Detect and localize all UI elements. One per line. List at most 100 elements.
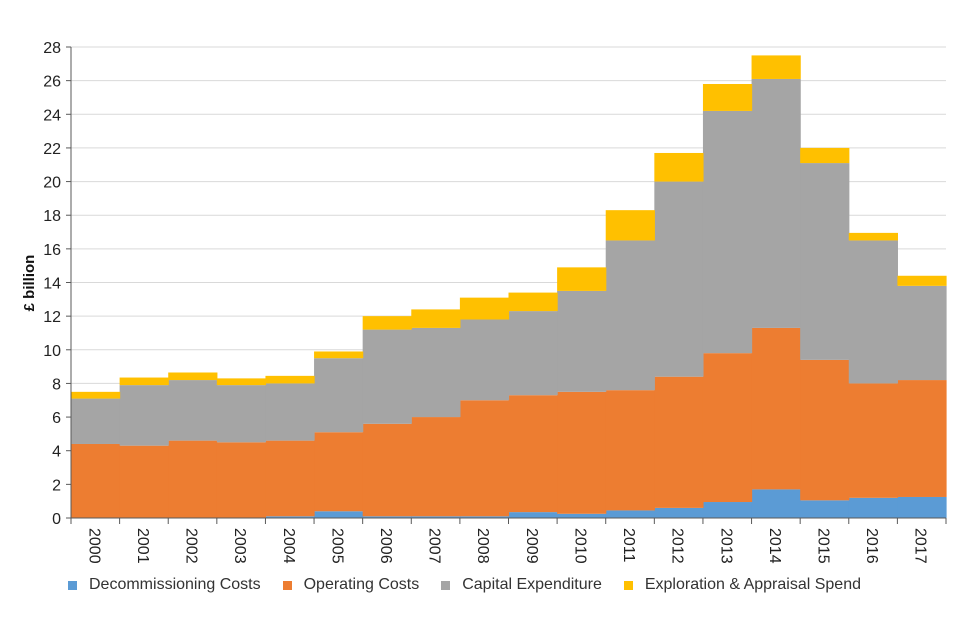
x-tick-label: 2013 [717, 528, 734, 564]
area-segment-decommissioning-costs-2004 [265, 516, 315, 518]
legend: Decommissioning Costs Operating Costs Capi… [68, 576, 861, 594]
y-tick-label: 24 [43, 107, 61, 124]
area-segment-operating-costs-2005 [314, 432, 364, 512]
area-segment-decommissioning-costs-2006 [362, 516, 412, 518]
y-axis-label: £ billion [21, 255, 38, 312]
area-segment-operating-costs-2016 [848, 383, 898, 498]
area-segment-decommissioning-costs-2017 [897, 496, 947, 518]
area-segment-operating-costs-2000 [71, 443, 121, 518]
series-areas [71, 55, 947, 518]
area-segment-capital-expenditure-2011 [605, 240, 655, 391]
y-tick-label: 20 [43, 175, 61, 192]
y-tick-label: 28 [43, 40, 61, 57]
area-segment-decommissioning-costs-2011 [605, 510, 655, 518]
x-tick-label: 2001 [134, 528, 151, 564]
y-tick-label: 16 [43, 242, 61, 259]
area-segment-exploration-appraisal-spend-2002 [168, 372, 218, 381]
y-tick-label: 14 [43, 276, 61, 293]
area-segment-exploration-appraisal-spend-2007 [411, 309, 461, 328]
area-segment-exploration-appraisal-spend-2000 [71, 391, 121, 399]
area-segment-exploration-appraisal-spend-2016 [848, 232, 898, 241]
y-tick-label: 6 [52, 410, 61, 427]
area-segment-capital-expenditure-2015 [800, 163, 850, 360]
area-segment-capital-expenditure-2003 [216, 385, 267, 443]
area-segment-decommissioning-costs-2015 [800, 500, 850, 518]
x-tick-label: 2016 [863, 528, 880, 564]
area-segment-capital-expenditure-2000 [71, 398, 121, 444]
area-segment-exploration-appraisal-spend-2014 [751, 55, 801, 79]
area-segment-capital-expenditure-2014 [751, 78, 801, 328]
x-tick-label: 2010 [571, 528, 588, 564]
area-segment-operating-costs-2002 [168, 440, 218, 518]
area-segment-exploration-appraisal-spend-2006 [362, 316, 412, 330]
area-segment-decommissioning-costs-2013 [702, 502, 753, 518]
x-tick-label: 2007 [426, 528, 443, 564]
area-segment-decommissioning-costs-2010 [557, 513, 607, 518]
legend-swatch [68, 580, 77, 590]
x-tick-label: 2004 [280, 528, 297, 564]
area-segment-decommissioning-costs-2014 [751, 489, 801, 518]
x-tick-label: 2002 [183, 528, 200, 564]
area-segment-decommissioning-costs-2005 [314, 511, 364, 518]
legend-swatch [623, 580, 633, 590]
area-segment-decommissioning-costs-2007 [411, 516, 461, 518]
x-tick-label: 2008 [474, 528, 491, 564]
legend-swatch [441, 580, 451, 590]
y-tick-label: 12 [43, 309, 61, 326]
x-tick-label: 2017 [912, 528, 929, 564]
area-segment-capital-expenditure-2004 [265, 383, 315, 441]
area-segment-operating-costs-2008 [459, 400, 510, 517]
legend-label: Capital Expenditure [462, 576, 602, 593]
area-segment-operating-costs-2014 [751, 327, 801, 490]
area-segment-exploration-appraisal-spend-2001 [119, 377, 169, 386]
x-tick-label: 2014 [766, 528, 783, 564]
area-segment-capital-expenditure-2002 [168, 380, 218, 441]
area-segment-operating-costs-2007 [411, 417, 461, 517]
area-segment-operating-costs-2012 [654, 376, 704, 508]
axes [66, 46, 947, 524]
area-segment-operating-costs-2003 [216, 442, 267, 518]
y-tick-label: 4 [52, 444, 61, 461]
x-tick-label: 2012 [669, 528, 686, 564]
area-segment-decommissioning-costs-2008 [459, 516, 510, 518]
area-segment-exploration-appraisal-spend-2005 [314, 351, 364, 359]
area-segment-exploration-appraisal-spend-2015 [800, 147, 850, 164]
area-segment-operating-costs-2017 [897, 380, 947, 497]
area-segment-operating-costs-2001 [119, 445, 169, 518]
area-segment-capital-expenditure-2001 [119, 385, 169, 446]
y-tick-label: 18 [43, 208, 61, 225]
area-segment-capital-expenditure-2005 [314, 358, 364, 433]
area-segment-capital-expenditure-2007 [411, 327, 461, 418]
y-tick-label: 10 [43, 343, 61, 360]
area-segment-exploration-appraisal-spend-2012 [654, 152, 704, 182]
area-segment-exploration-appraisal-spend-2011 [605, 210, 655, 241]
area-segment-exploration-appraisal-spend-2013 [702, 84, 753, 111]
area-segment-capital-expenditure-2008 [459, 319, 510, 401]
area-segment-operating-costs-2009 [508, 395, 558, 513]
area-segment-capital-expenditure-2016 [848, 240, 898, 384]
legend-label: Operating Costs [303, 576, 420, 593]
x-tick-label: 2005 [328, 528, 345, 564]
area-segment-decommissioning-costs-2009 [508, 512, 558, 518]
area-segment-exploration-appraisal-spend-2004 [265, 375, 315, 384]
y-tick-label: 0 [52, 511, 61, 528]
legend-item: Decommissioning Costs [68, 576, 261, 594]
y-tick-label: 2 [52, 477, 61, 494]
area-segment-exploration-appraisal-spend-2017 [897, 275, 947, 286]
y-tick-label: 8 [52, 376, 61, 393]
legend-item: Exploration & Appraisal Spend [623, 576, 861, 594]
area-segment-exploration-appraisal-spend-2008 [459, 297, 510, 320]
area-segment-operating-costs-2013 [702, 353, 753, 503]
legend-item: Operating Costs [282, 576, 420, 594]
area-segment-exploration-appraisal-spend-2009 [508, 292, 558, 312]
legend-label: Exploration & Appraisal Spend [644, 576, 861, 593]
legend-label: Decommissioning Costs [89, 576, 261, 593]
x-tick-label: 2015 [814, 528, 831, 564]
area-segment-exploration-appraisal-spend-2003 [216, 378, 267, 386]
area-segment-capital-expenditure-2010 [557, 290, 607, 392]
x-tick-label: 2000 [85, 528, 102, 564]
area-segment-operating-costs-2010 [557, 391, 607, 514]
y-tick-label: 22 [43, 141, 61, 158]
area-segment-operating-costs-2004 [265, 440, 315, 517]
